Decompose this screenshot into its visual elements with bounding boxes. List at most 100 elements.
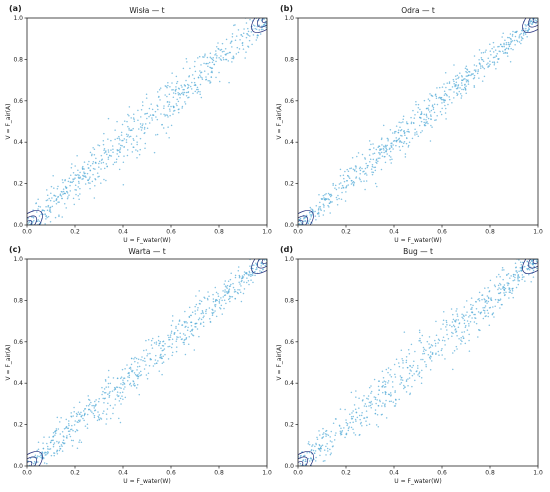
scatter-point	[503, 269, 505, 271]
scatter-point	[89, 151, 92, 154]
scatter-point	[441, 107, 443, 110]
scatter-point	[100, 154, 103, 157]
scatter-point	[231, 36, 234, 38]
scatter-point	[352, 183, 355, 186]
contour-line	[298, 215, 309, 225]
scatter-point	[144, 132, 146, 134]
scatter-point	[418, 371, 421, 373]
scatter-point	[242, 48, 245, 50]
scatter-point	[395, 144, 397, 147]
scatter-point	[121, 391, 124, 393]
scatter-point	[425, 118, 427, 121]
panel-letter: (d)	[280, 245, 293, 254]
scatter-point	[157, 339, 160, 342]
scatter-point	[418, 372, 420, 375]
scatter-point	[80, 415, 83, 418]
scatter-point	[499, 282, 501, 285]
scatter-point	[382, 124, 385, 127]
scatter-point	[477, 70, 479, 73]
scatter-point	[372, 158, 375, 161]
scatter-point	[451, 325, 453, 328]
scatter-point	[359, 166, 362, 169]
scatter-point	[323, 197, 325, 199]
scatter-point	[175, 86, 177, 88]
scatter-point	[460, 337, 462, 339]
scatter-point	[403, 331, 406, 333]
scatter-point	[376, 185, 378, 188]
scatter-point	[377, 160, 379, 163]
scatter-point	[67, 196, 69, 198]
scatter-point	[421, 369, 423, 372]
scatter-point	[54, 430, 56, 433]
scatter-point	[340, 433, 343, 435]
scatter-point	[521, 274, 524, 276]
scatter-point	[160, 357, 163, 360]
scatter-point	[367, 398, 369, 400]
scatter-point	[512, 275, 515, 278]
scatter-point	[130, 363, 133, 366]
scatter-point	[305, 216, 307, 219]
scatter-point	[358, 414, 361, 417]
scatter-point	[460, 82, 463, 84]
scatter-point	[330, 194, 333, 197]
scatter-point	[136, 383, 139, 386]
scatter-point	[322, 436, 325, 438]
scatter-point	[49, 448, 52, 450]
scatter-point	[64, 179, 66, 182]
scatter-point	[495, 55, 498, 57]
scatter-point	[487, 62, 489, 64]
scatter-point	[126, 364, 128, 366]
scatter-point	[78, 420, 81, 423]
scatter-point	[518, 41, 521, 43]
scatter-point	[519, 266, 522, 269]
scatter-point	[413, 373, 415, 375]
scatter-point	[37, 198, 39, 200]
scatter-point	[214, 303, 217, 306]
scatter-point	[400, 121, 402, 124]
scatter-point	[46, 209, 49, 212]
scatter-point	[229, 300, 231, 303]
scatter-point	[364, 173, 366, 175]
scatter-point	[86, 423, 89, 425]
scatter-point	[196, 328, 199, 330]
scatter-point	[491, 61, 494, 63]
scatter-point	[535, 20, 538, 22]
scatter-point	[54, 195, 57, 197]
scatter-point	[151, 119, 154, 121]
scatter-point	[191, 74, 194, 76]
scatter-point	[221, 42, 224, 45]
scatter-point	[122, 161, 125, 164]
scatter-point	[187, 91, 190, 93]
scatter-point	[462, 78, 465, 80]
scatter-point	[405, 361, 408, 364]
scatter-point	[430, 344, 433, 346]
scatter-point	[171, 351, 174, 354]
scatter-point	[320, 209, 322, 212]
x-tick-label: 0.6	[437, 229, 447, 236]
scatter-point	[340, 187, 343, 190]
scatter-point	[307, 443, 310, 445]
scatter-point	[134, 373, 137, 376]
scatter-point	[508, 297, 510, 299]
scatter-point	[308, 441, 310, 443]
scatter-point	[408, 377, 411, 379]
scatter-point	[447, 337, 450, 340]
scatter-point	[477, 69, 479, 71]
scatter-point	[504, 287, 507, 290]
scatter-point	[205, 312, 207, 315]
scatter-point	[323, 432, 325, 434]
scatter-point	[200, 96, 203, 99]
scatter-point	[169, 110, 171, 112]
scatter-point	[110, 149, 112, 151]
scatter-point	[486, 63, 488, 66]
scatter-point	[512, 30, 514, 33]
contour-line	[532, 18, 538, 23]
scatter-point	[402, 142, 405, 144]
scatter-point	[387, 367, 390, 369]
scatter-point	[478, 328, 480, 331]
scatter-point	[473, 85, 475, 87]
scatter-point	[239, 38, 241, 41]
scatter-point	[523, 276, 525, 278]
scatter-point	[81, 414, 83, 417]
scatter-point	[145, 97, 148, 99]
